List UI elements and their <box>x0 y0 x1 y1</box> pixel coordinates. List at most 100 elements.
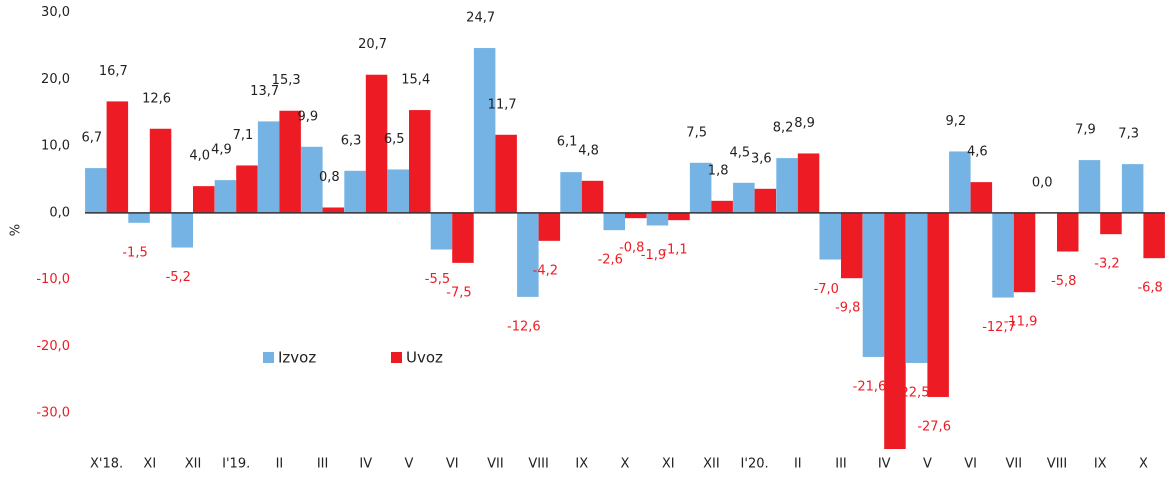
x-tick-label: XII <box>703 457 720 472</box>
bar <box>927 212 949 397</box>
value-label: -2,6 <box>598 253 623 268</box>
y-tick-label: -10,0 <box>36 272 70 287</box>
value-label: 7,1 <box>233 128 254 143</box>
value-label: 12,6 <box>142 91 171 106</box>
value-label: -5,2 <box>166 270 191 285</box>
value-label: 11,7 <box>488 97 517 112</box>
y-tick-label: 20,0 <box>41 72 70 87</box>
bar <box>733 182 755 213</box>
x-tick-label: I'19. <box>222 457 250 472</box>
value-label: 7,3 <box>1118 127 1139 142</box>
x-tick-label: XII <box>185 457 202 472</box>
value-label: -9,8 <box>835 301 860 316</box>
bar <box>603 212 625 231</box>
value-label: -0,8 <box>619 241 644 256</box>
bar <box>409 110 431 213</box>
bar <box>538 212 561 241</box>
x-tick-label: III <box>835 457 847 472</box>
x-tick-label: X'18. <box>90 457 123 472</box>
bar <box>970 182 993 213</box>
x-tick-label: VIII <box>1047 457 1067 472</box>
bar <box>862 212 885 357</box>
x-tick-label: IX <box>1094 457 1107 472</box>
legend-label: Izvoz <box>278 349 316 367</box>
value-label: -1,5 <box>122 245 147 260</box>
value-label: 4,6 <box>967 145 988 160</box>
bar <box>841 212 863 279</box>
bar <box>581 180 604 213</box>
bar <box>128 212 150 223</box>
value-label: 15,4 <box>401 73 430 88</box>
value-label: -27,6 <box>917 419 951 434</box>
value-label: 20,7 <box>358 37 387 52</box>
bar <box>430 212 453 250</box>
x-tick-label: VII <box>487 457 504 472</box>
value-label: -12,6 <box>507 319 541 334</box>
bar <box>819 212 841 260</box>
y-axis-label: % <box>9 224 24 236</box>
bar <box>992 212 1014 298</box>
value-label: -4,2 <box>533 263 558 278</box>
bar <box>106 101 129 213</box>
x-tick-label: IV <box>878 457 891 472</box>
legend-label: Uvoz <box>406 349 443 367</box>
bar <box>387 169 409 213</box>
bar <box>149 128 172 213</box>
value-label: 24,7 <box>466 11 495 26</box>
value-label: 7,5 <box>686 125 707 140</box>
bar <box>257 121 280 213</box>
bar <box>322 207 345 213</box>
value-label: 4,8 <box>578 143 599 158</box>
x-tick-label: VI <box>964 457 977 472</box>
bar <box>560 172 582 213</box>
x-tick-label: II <box>794 457 802 472</box>
bar <box>646 212 669 226</box>
value-label: -5,5 <box>425 272 450 287</box>
bar <box>473 48 496 213</box>
x-tick-label: I'20. <box>741 457 769 472</box>
bar <box>668 212 690 221</box>
value-label: -22,5 <box>896 385 930 400</box>
value-label: 3,6 <box>751 151 772 166</box>
bar <box>797 153 820 213</box>
bar <box>495 134 517 213</box>
value-label: 4,5 <box>730 145 751 160</box>
y-tick-label: 30,0 <box>41 5 70 20</box>
bar <box>1013 212 1036 293</box>
value-label: 0,8 <box>319 170 340 185</box>
x-tick-label: X <box>1139 457 1148 472</box>
bar <box>1078 160 1101 213</box>
bar <box>776 158 798 213</box>
bar <box>711 200 733 213</box>
bar <box>365 74 388 213</box>
value-label: 9,2 <box>946 114 967 129</box>
value-label: 6,3 <box>341 133 362 148</box>
value-label: 6,7 <box>82 131 103 146</box>
bar <box>279 110 301 213</box>
value-label: 1,8 <box>708 163 729 178</box>
bar <box>905 212 928 363</box>
x-tick-label: VIII <box>528 457 548 472</box>
value-label: 15,3 <box>272 73 301 88</box>
value-label: 0,0 <box>1032 175 1053 190</box>
bar <box>517 212 539 297</box>
x-tick-label: IX <box>575 457 588 472</box>
value-label: 13,7 <box>250 84 279 99</box>
x-tick-label: V <box>923 457 932 472</box>
bar <box>301 146 323 213</box>
bar <box>949 151 971 213</box>
value-label: -3,2 <box>1094 257 1119 272</box>
bar <box>1121 164 1144 213</box>
x-tick-label: XI <box>143 457 156 472</box>
value-label: 6,5 <box>384 132 405 147</box>
bar <box>1143 212 1165 259</box>
bar <box>344 170 366 213</box>
value-label: 4,9 <box>211 143 232 158</box>
y-tick-label: -30,0 <box>36 405 70 420</box>
value-label: -21,6 <box>853 379 887 394</box>
value-label: 8,9 <box>794 116 815 131</box>
value-label: -11,9 <box>1004 315 1038 330</box>
value-label: -1,9 <box>641 248 666 263</box>
